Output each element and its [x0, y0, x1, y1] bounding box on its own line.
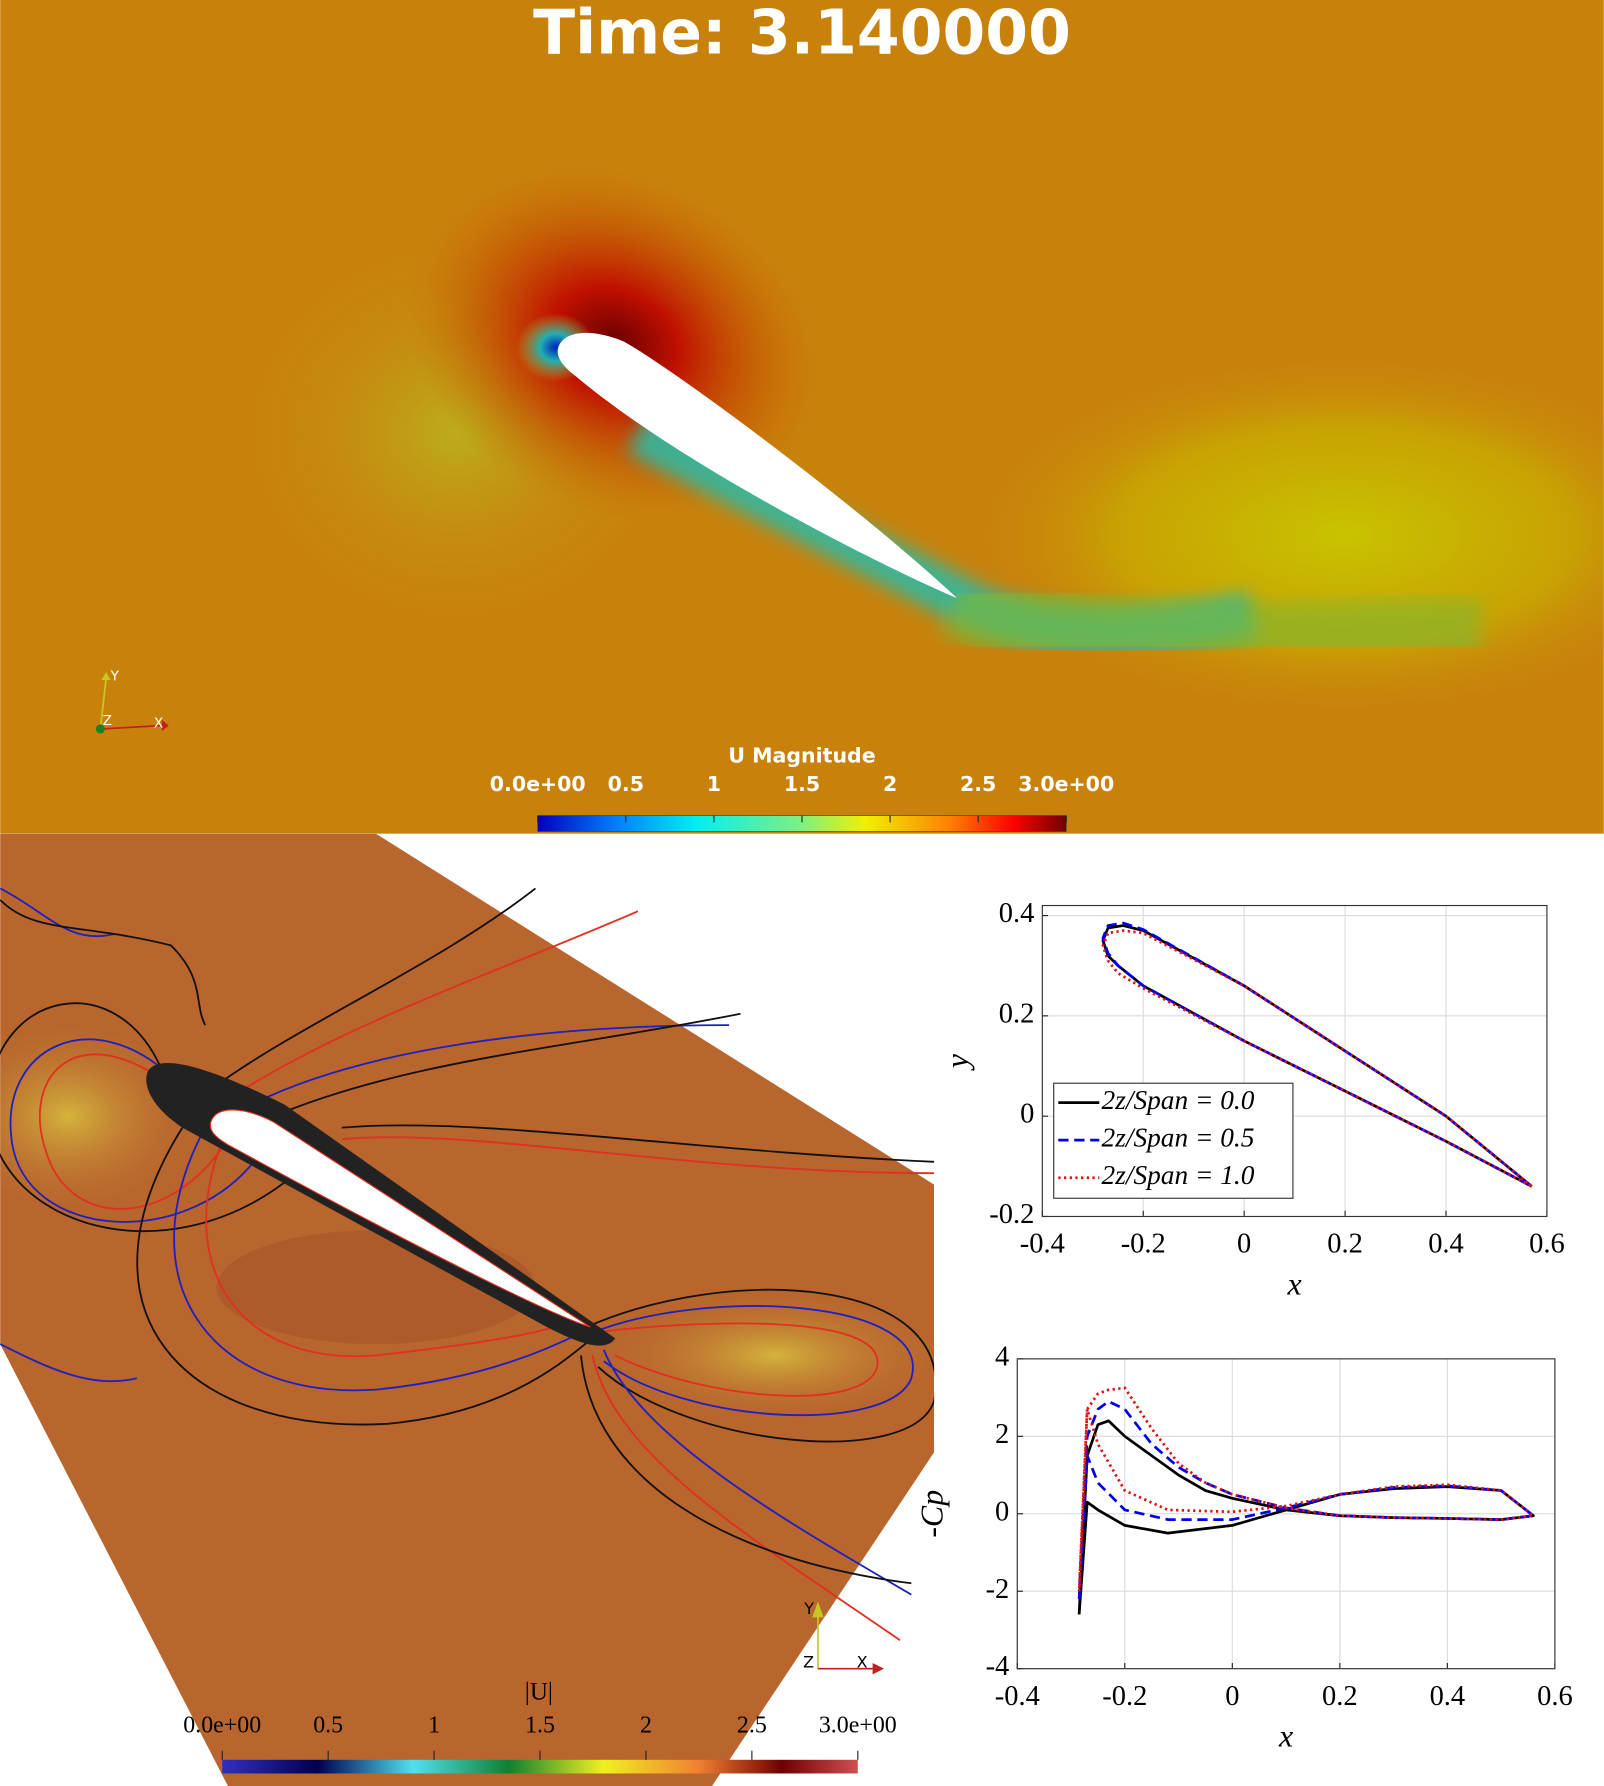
y-tick-label: -2	[986, 1574, 1010, 1605]
x-tick-label: -0.4	[995, 1681, 1040, 1712]
x-tick-label: 0.6	[1537, 1681, 1573, 1712]
series-line	[1101, 929, 1533, 1188]
legend-label: 2z/Span = 0.5	[1102, 1122, 1255, 1152]
y-axis-label: y	[940, 1053, 975, 1071]
colorbar	[222, 1759, 858, 1774]
x-tick-label: -0.2	[1121, 1229, 1166, 1260]
y-tick-label: 0	[1020, 1099, 1034, 1130]
x-axis-label: x	[1287, 1266, 1302, 1301]
legend-label: 2z/Span = 1.0	[1102, 1160, 1255, 1190]
y-tick-label: 0	[995, 1496, 1009, 1527]
x-tick-label: 0.4	[1428, 1229, 1464, 1260]
x-tick-label: 0	[1237, 1229, 1251, 1260]
colorbar-tick-label: 0.0e+00	[490, 772, 586, 796]
series-line	[1077, 1386, 1535, 1592]
colorbar-tick-label: 3.0e+00	[819, 1712, 897, 1738]
colorbar-tick-label: 2.5	[737, 1712, 767, 1738]
colorbar-tick-label: 1	[707, 772, 721, 796]
colorbar-tick-label: 1.5	[525, 1712, 555, 1738]
y-tick-label: 0.4	[999, 898, 1035, 929]
colorbar-tick-label: 2	[883, 772, 897, 796]
x-tick-label: 0.2	[1327, 1229, 1363, 1260]
x-tick-label: -0.4	[1020, 1229, 1065, 1260]
y-tick-label: 2	[995, 1419, 1009, 1450]
legend-label: 2z/Span = 0.0	[1102, 1085, 1255, 1115]
x-tick-label: 0.2	[1322, 1681, 1358, 1712]
colorbar-title: U Magnitude	[728, 743, 875, 767]
x-tick-label: 0.4	[1430, 1681, 1466, 1712]
colorbar-tick-label: 0.5	[608, 772, 644, 796]
triad-label: X	[857, 1652, 868, 1671]
y-axis-label: -Cp	[915, 1490, 950, 1538]
colorbar-tick-label: 2.5	[960, 772, 996, 796]
triad-label: Z	[803, 1652, 814, 1671]
colorbar-tick-label: 2	[640, 1712, 652, 1738]
triad-label: X	[154, 715, 163, 731]
y-tick-label: -0.2	[989, 1199, 1034, 1230]
x-tick-label: 0.6	[1529, 1229, 1565, 1260]
x-tick-label: 0	[1225, 1681, 1239, 1712]
colorbar-title: |U|	[525, 1678, 553, 1705]
time-title: Time: 3.140000	[533, 0, 1071, 69]
x-axis-label: x	[1278, 1719, 1293, 1754]
x-tick-label: -0.2	[1102, 1681, 1147, 1712]
triad-label: Y	[110, 669, 120, 685]
contour-view	[0, 833, 935, 1786]
axes-box	[1041, 904, 1548, 1218]
triad-label: Z	[103, 713, 112, 729]
y-tick-label: -4	[986, 1651, 1010, 1682]
colorbar-tick-label: 1	[428, 1712, 440, 1738]
axes-box	[1016, 1358, 1556, 1670]
colorbar-tick-label: 3.0e+00	[1018, 772, 1114, 796]
triad-label: Y	[803, 1599, 814, 1618]
flow-field	[0, 0, 1604, 834]
y-tick-label: 4	[995, 1341, 1009, 1372]
colorbar-tick-label: 0.5	[313, 1712, 343, 1738]
colorbar-tick-label: 1.5	[784, 772, 820, 796]
y-tick-label: 0.2	[999, 998, 1035, 1029]
colorbar-tick-label: 0.0e+00	[183, 1712, 261, 1738]
